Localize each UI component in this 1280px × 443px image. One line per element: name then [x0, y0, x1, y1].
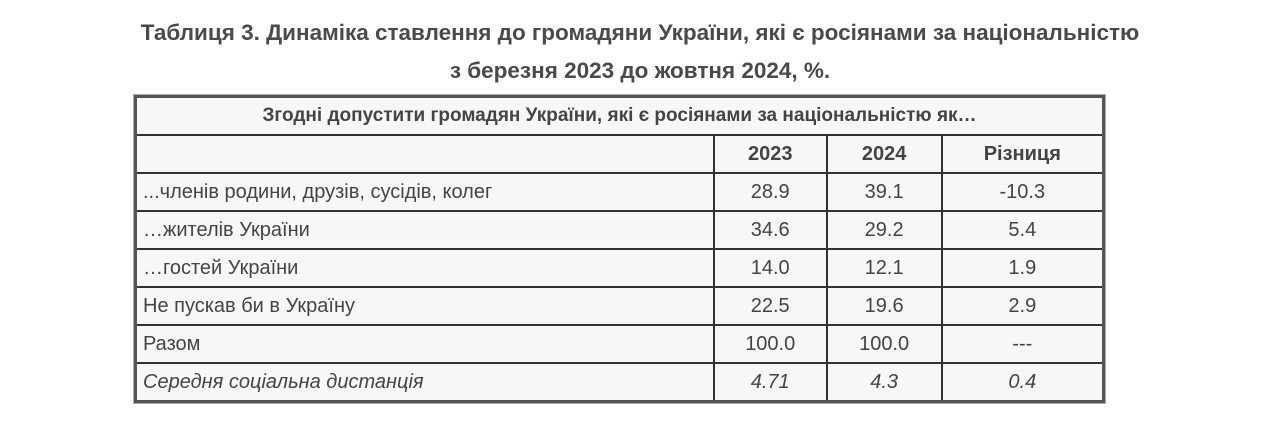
cell: 2.9	[940, 286, 1105, 326]
cell: ---	[940, 324, 1105, 364]
cell: -10.3	[940, 172, 1105, 212]
table-row-total: Разом 100.0 100.0 ---	[134, 324, 1105, 364]
table-header-row: 2023 2024 Різниця	[134, 134, 1105, 174]
title-line-2: з березня 2023 до жовтня 2024, %.	[449, 58, 831, 83]
row-label: ...членів родини, друзів, сусідів, колег	[134, 172, 715, 212]
table-row: …жителів України 34.6 29.2 5.4	[134, 210, 1105, 250]
cell: 4.71	[712, 362, 828, 402]
cell: 14.0	[712, 248, 828, 288]
cell: 34.6	[712, 210, 828, 250]
cell: 0.4	[940, 362, 1105, 402]
column-header: 2024	[825, 134, 943, 174]
cell: 22.5	[712, 286, 828, 326]
row-label: Не пускав би в Україну	[134, 286, 715, 326]
cell: 39.1	[825, 172, 943, 212]
cell: 100.0	[825, 324, 943, 364]
cell: 29.2	[825, 210, 943, 250]
table-caption-row: Згодні допустити громадян України, які є…	[134, 95, 1105, 136]
row-label: Разом	[134, 324, 715, 364]
cell: 100.0	[712, 324, 828, 364]
cell: 19.6	[825, 286, 943, 326]
table-row: Не пускав би в Україну 22.5 19.6 2.9	[134, 286, 1105, 326]
table-row: …гостей України 14.0 12.1 1.9	[134, 248, 1105, 288]
cell: 4.3	[825, 362, 943, 402]
data-table: Згодні допустити громадян України, які є…	[134, 95, 1105, 403]
cell: 28.9	[712, 172, 828, 212]
cell: 1.9	[940, 248, 1105, 288]
row-label: Середня соціальна дистанція	[134, 362, 715, 402]
cell: 12.1	[825, 248, 943, 288]
table-row: ...членів родини, друзів, сусідів, колег…	[134, 172, 1105, 212]
title-line-1: Таблиця 3. Динаміка ставлення до громадя…	[140, 20, 1140, 45]
column-header: Різниця	[940, 134, 1105, 174]
cell: 5.4	[940, 210, 1105, 250]
table-caption: Згодні допустити громадян України, які є…	[134, 95, 1105, 136]
table-row-average: Середня соціальна дистанція 4.71 4.3 0.4	[134, 362, 1105, 402]
column-header	[134, 134, 715, 174]
row-label: …жителів України	[134, 210, 715, 250]
page-title: Таблиця 3. Динаміка ставлення до громадя…	[0, 14, 1280, 90]
row-label: …гостей України	[134, 248, 715, 288]
column-header: 2023	[712, 134, 828, 174]
